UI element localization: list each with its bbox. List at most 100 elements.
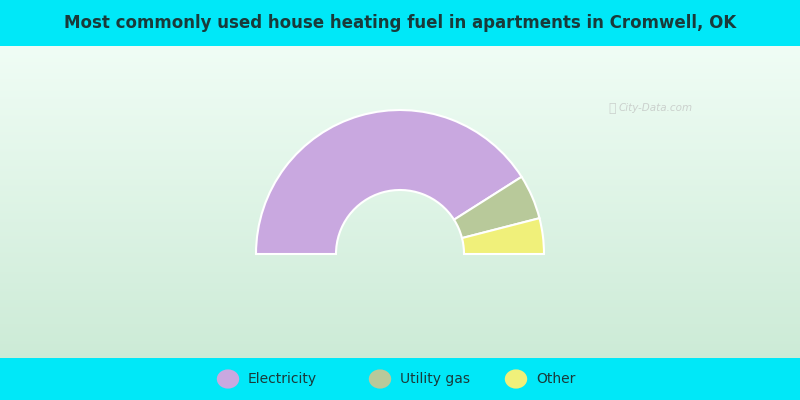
Bar <box>0 164 800 166</box>
Bar <box>0 303 800 305</box>
Bar <box>0 110 800 112</box>
Bar <box>0 82 800 84</box>
Bar <box>0 99 800 101</box>
Bar <box>0 85 800 86</box>
Bar <box>0 107 800 108</box>
Bar <box>0 228 800 230</box>
Bar <box>0 154 800 155</box>
Bar <box>0 319 800 320</box>
Bar <box>0 65 800 66</box>
Bar <box>0 254 800 255</box>
Bar <box>0 347 800 349</box>
Bar <box>0 51 800 52</box>
Bar <box>0 244 800 246</box>
Bar <box>0 246 800 247</box>
Bar <box>0 104 800 105</box>
Bar <box>0 324 800 325</box>
Bar <box>0 162 800 163</box>
Bar <box>0 320 800 322</box>
Bar <box>0 144 800 146</box>
Bar <box>0 127 800 129</box>
Bar <box>0 186 800 188</box>
Bar <box>0 314 800 316</box>
Bar <box>0 171 800 172</box>
Bar <box>0 282 800 283</box>
Bar <box>0 216 800 218</box>
Ellipse shape <box>505 370 527 389</box>
Bar <box>0 98 800 99</box>
Bar <box>0 344 800 346</box>
Bar <box>0 138 800 140</box>
Bar <box>0 242 800 244</box>
Bar <box>0 190 800 191</box>
Bar <box>0 278 800 280</box>
Bar <box>0 119 800 121</box>
Bar <box>0 330 800 332</box>
Bar <box>0 193 800 194</box>
Text: Other: Other <box>536 372 575 386</box>
Bar <box>0 74 800 76</box>
Bar <box>0 188 800 190</box>
Bar <box>0 336 800 338</box>
Bar <box>0 150 800 152</box>
Bar <box>0 302 800 303</box>
Bar <box>0 77 800 79</box>
Bar <box>0 202 800 204</box>
Bar <box>0 169 800 171</box>
Bar <box>0 191 800 193</box>
Bar <box>0 230 800 232</box>
Bar <box>0 112 800 113</box>
Bar <box>0 280 800 282</box>
Bar <box>0 266 800 268</box>
Bar <box>0 86 800 88</box>
Bar <box>0 268 800 269</box>
Bar <box>0 232 800 233</box>
Bar <box>0 296 800 297</box>
Bar <box>0 63 800 65</box>
Bar <box>0 328 800 330</box>
Bar <box>0 177 800 178</box>
Text: Electricity: Electricity <box>248 372 317 386</box>
Bar <box>0 252 800 254</box>
Bar <box>0 66 800 68</box>
Bar <box>0 346 800 347</box>
Bar <box>0 325 800 327</box>
Bar <box>0 194 800 196</box>
Bar <box>0 68 800 69</box>
Bar <box>0 349 800 350</box>
Bar <box>0 250 800 252</box>
Bar <box>0 185 800 186</box>
Bar <box>0 180 800 182</box>
Bar <box>0 339 800 341</box>
Bar <box>0 235 800 236</box>
Bar <box>0 176 800 177</box>
Bar <box>0 236 800 238</box>
Bar <box>0 126 800 127</box>
Bar <box>0 94 800 96</box>
Bar <box>0 0 800 46</box>
Bar <box>0 341 800 342</box>
Bar <box>0 233 800 235</box>
Bar <box>0 249 800 250</box>
Bar <box>0 352 800 353</box>
Bar <box>0 129 800 130</box>
Bar <box>0 72 800 74</box>
Bar <box>0 333 800 334</box>
Bar <box>0 219 800 221</box>
Bar <box>0 116 800 118</box>
Bar <box>0 90 800 91</box>
Bar <box>0 141 800 143</box>
Bar <box>0 143 800 144</box>
Bar <box>0 166 800 168</box>
Bar <box>0 168 800 169</box>
Wedge shape <box>462 218 544 254</box>
Bar <box>0 80 800 82</box>
Bar <box>0 69 800 71</box>
Bar <box>0 172 800 174</box>
Bar <box>0 157 800 158</box>
Bar <box>0 297 800 299</box>
Text: City-Data.com: City-Data.com <box>619 103 693 113</box>
Bar <box>0 208 800 210</box>
Bar <box>0 255 800 257</box>
Bar <box>0 269 800 271</box>
